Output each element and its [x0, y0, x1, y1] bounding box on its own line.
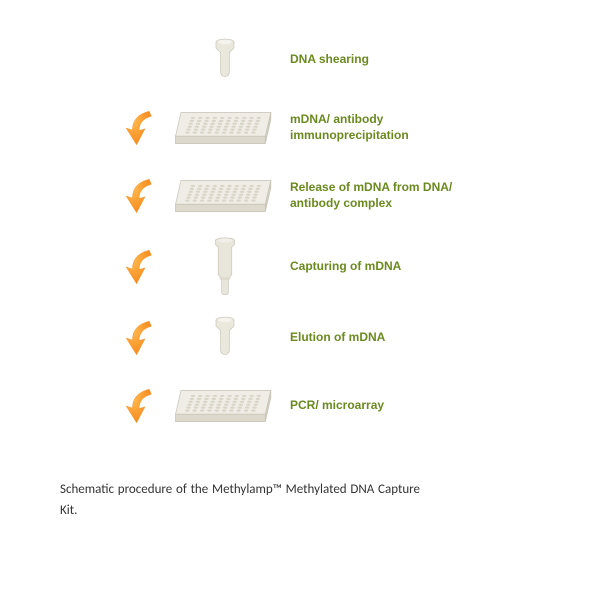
arrow-column [120, 385, 170, 427]
icon-column [170, 381, 280, 431]
step-label: Release of mDNA from DNA/ antibody compl… [280, 180, 490, 211]
column-icon [208, 234, 242, 300]
plate-icon [170, 381, 280, 431]
step-label: Capturing of mDNA [280, 259, 490, 275]
step-label: PCR/ microarray [280, 398, 490, 414]
tube-icon [210, 313, 240, 363]
procedure-diagram: DNA shearing mDNA/ antibody immunoprecip… [120, 30, 490, 444]
arrow-icon [124, 385, 166, 427]
step-step4: Capturing of mDNA [120, 234, 490, 300]
step-label: DNA shearing [280, 52, 490, 68]
arrow-icon [124, 317, 166, 359]
icon-column [170, 35, 280, 85]
caption-text: Schematic procedure of the Methylamp™ Me… [60, 480, 420, 522]
arrow-icon [124, 107, 166, 149]
icon-column [170, 103, 280, 153]
step-step2: mDNA/ antibody immunoprecipitation [120, 98, 490, 158]
arrow-icon [124, 246, 166, 288]
tube-icon [210, 35, 240, 85]
step-step5: Elution of mDNA [120, 308, 490, 368]
step-label: Elution of mDNA [280, 330, 490, 346]
plate-icon [170, 171, 280, 221]
arrow-column [120, 175, 170, 217]
icon-column [170, 234, 280, 300]
arrow-icon [124, 175, 166, 217]
step-step6: PCR/ microarray [120, 376, 490, 436]
plate-icon [170, 103, 280, 153]
arrow-column [120, 246, 170, 288]
step-step3: Release of mDNA from DNA/ antibody compl… [120, 166, 490, 226]
arrow-column [120, 317, 170, 359]
icon-column [170, 171, 280, 221]
step-step1: DNA shearing [120, 30, 490, 90]
icon-column [170, 313, 280, 363]
arrow-column [120, 107, 170, 149]
step-label: mDNA/ antibody immunoprecipitation [280, 112, 490, 143]
